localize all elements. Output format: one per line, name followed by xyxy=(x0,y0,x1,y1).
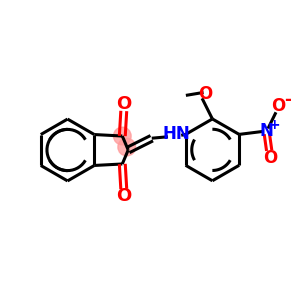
Text: O: O xyxy=(271,97,285,115)
Text: -: - xyxy=(284,91,291,109)
Text: O: O xyxy=(116,188,131,206)
Circle shape xyxy=(118,138,136,156)
Text: +: + xyxy=(268,118,280,132)
Text: O: O xyxy=(116,94,131,112)
Circle shape xyxy=(113,127,131,145)
Text: N: N xyxy=(260,122,274,140)
Text: O: O xyxy=(198,85,212,103)
Text: O: O xyxy=(263,149,277,167)
Text: HN: HN xyxy=(163,125,190,143)
